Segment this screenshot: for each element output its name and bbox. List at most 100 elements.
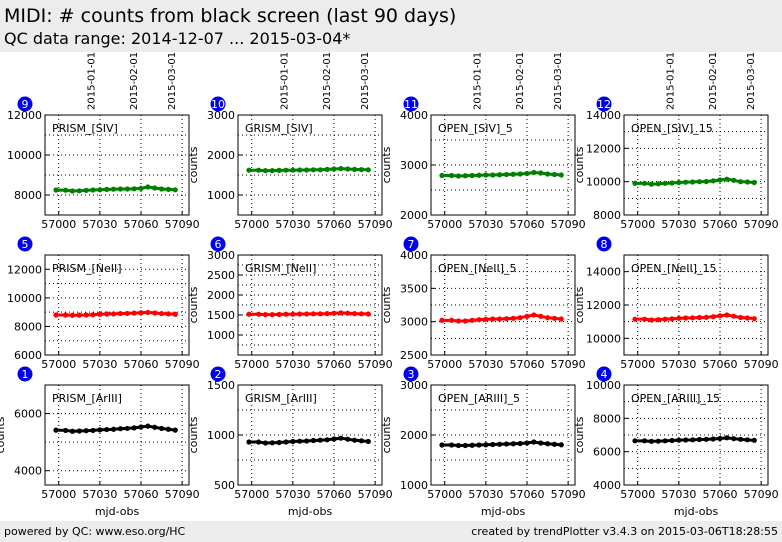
- y-tick-label: 2500: [207, 269, 235, 282]
- chart-panel-5: 57000 57030 57060 57090 6000 8000 10000 12000 PR…: [7, 236, 200, 371]
- data-point: [469, 442, 475, 448]
- data-point: [262, 440, 269, 446]
- data-point: [69, 428, 76, 434]
- data-point: [683, 437, 689, 443]
- panel-label: OPEN_[SIV]_15: [631, 122, 713, 135]
- x-tick-label: 57030: [661, 488, 696, 501]
- data-point: [524, 170, 530, 177]
- x-tick-label: 57000: [41, 488, 76, 501]
- data-point: [510, 441, 516, 447]
- x-tick-label: 57090: [165, 218, 200, 231]
- chart-panel-9: 57000 57030 57060 57090 8000 10000 12000 2015-0…: [7, 52, 200, 231]
- panel-badge: [17, 236, 33, 252]
- data-point: [358, 438, 365, 444]
- data-point: [641, 180, 648, 186]
- y-tick-label: 3000: [207, 109, 235, 122]
- x-tick-label: 57000: [427, 218, 462, 231]
- data-point: [476, 317, 482, 323]
- data-point: [62, 427, 69, 434]
- x-tick-label: 57030: [468, 358, 503, 371]
- axes-frame: [430, 254, 576, 356]
- chart-panel-10: 57000 57030 57060 57090 1000 2000 3000 2015-01-…: [187, 52, 393, 231]
- y-tick-label: 14000: [586, 109, 621, 122]
- panel-badge: [210, 366, 226, 382]
- data-point: [717, 177, 723, 183]
- y-tick-label: 10000: [7, 149, 42, 162]
- y-tick-label: 3000: [400, 159, 428, 172]
- data-point: [297, 438, 303, 444]
- x-tick-label: 57030: [275, 358, 310, 371]
- panel-label: PRISM_[NeII]: [52, 262, 122, 275]
- data-point: [345, 436, 351, 442]
- x-tick-label: 57090: [358, 358, 393, 371]
- y-axis-label: counts: [380, 416, 393, 453]
- data-point: [669, 180, 675, 186]
- data-point: [303, 311, 310, 317]
- data-point: [632, 180, 638, 186]
- data-point: [303, 438, 310, 444]
- footer-created: created by trendPlotter v3.4.3 on 2015-0…: [471, 525, 778, 538]
- data-point: [331, 310, 337, 316]
- date-tick-label: 2015-02-01: [129, 52, 140, 110]
- data-point: [53, 187, 59, 193]
- chart-panel-8: 57000 57030 57060 57090 10000 12000 14000 OPEN_…: [573, 236, 779, 371]
- x-tick-label: 57090: [165, 358, 200, 371]
- data-point: [455, 318, 462, 324]
- chart-panel-2: 57000 57030 57060 57090 500 1000 1500 GRISM_[Ar…: [187, 366, 393, 518]
- panel-label: PRISM_[SIV]: [52, 122, 118, 135]
- axes-frame: [237, 254, 383, 356]
- data-point: [97, 187, 103, 193]
- data-point: [290, 311, 296, 317]
- data-point: [503, 316, 510, 322]
- data-point: [744, 437, 751, 443]
- data-point: [283, 311, 289, 317]
- data-point: [104, 311, 110, 317]
- y-tick-label: 500: [214, 479, 235, 492]
- data-point: [351, 437, 358, 443]
- y-axis-label: counts: [187, 286, 200, 323]
- data-point: [69, 312, 76, 318]
- y-tick-label: 2000: [400, 209, 428, 222]
- data-point: [124, 425, 130, 432]
- data-point: [744, 179, 751, 185]
- panel-badge-number: 1: [22, 368, 29, 381]
- data-point: [724, 176, 730, 182]
- data-point: [104, 186, 110, 192]
- y-tick-label: 8000: [593, 209, 621, 222]
- data-point: [517, 315, 523, 321]
- data-point: [744, 315, 751, 321]
- y-axis-label: counts: [573, 146, 586, 183]
- date-tick-label: 2015-02-01: [708, 52, 719, 110]
- data-point: [448, 172, 455, 179]
- x-tick-label: 57000: [234, 218, 269, 231]
- data-point: [469, 317, 475, 323]
- page-title: MIDI: # counts from black screen (last 9…: [4, 5, 457, 27]
- date-tick-label: 2015-02-01: [515, 52, 526, 110]
- data-point: [632, 316, 638, 322]
- y-tick-label: 8000: [14, 320, 42, 333]
- data-point: [510, 171, 516, 177]
- y-tick-label: 12000: [7, 263, 42, 276]
- data-point: [365, 167, 371, 173]
- footer-bar: powered by QC: www.eso.org/HC created by…: [0, 521, 782, 542]
- panel-label: OPEN_[ARIII]_15: [631, 392, 720, 405]
- panel-badge-number: 9: [22, 98, 29, 111]
- data-point: [648, 181, 655, 187]
- panel-badge-number: 10: [211, 98, 225, 111]
- y-tick-label: 1500: [207, 379, 235, 392]
- data-point: [503, 171, 510, 178]
- panel-badge-number: 11: [404, 98, 418, 111]
- x-tick-label: 57060: [510, 488, 545, 501]
- data-point: [641, 438, 648, 444]
- y-tick-label: 12000: [586, 142, 621, 155]
- data-point: [689, 437, 696, 443]
- y-tick-label: 2000: [207, 149, 235, 162]
- y-tick-label: 14000: [586, 266, 621, 279]
- panel-badge-number: 8: [601, 238, 608, 251]
- panel-badge-number: 6: [215, 238, 222, 251]
- date-tick-label: 2015-03-01: [746, 52, 757, 110]
- axes-frame: [237, 114, 383, 216]
- axes-frame: [44, 254, 190, 356]
- data-point: [676, 437, 682, 443]
- x-tick-label: 57000: [620, 218, 655, 231]
